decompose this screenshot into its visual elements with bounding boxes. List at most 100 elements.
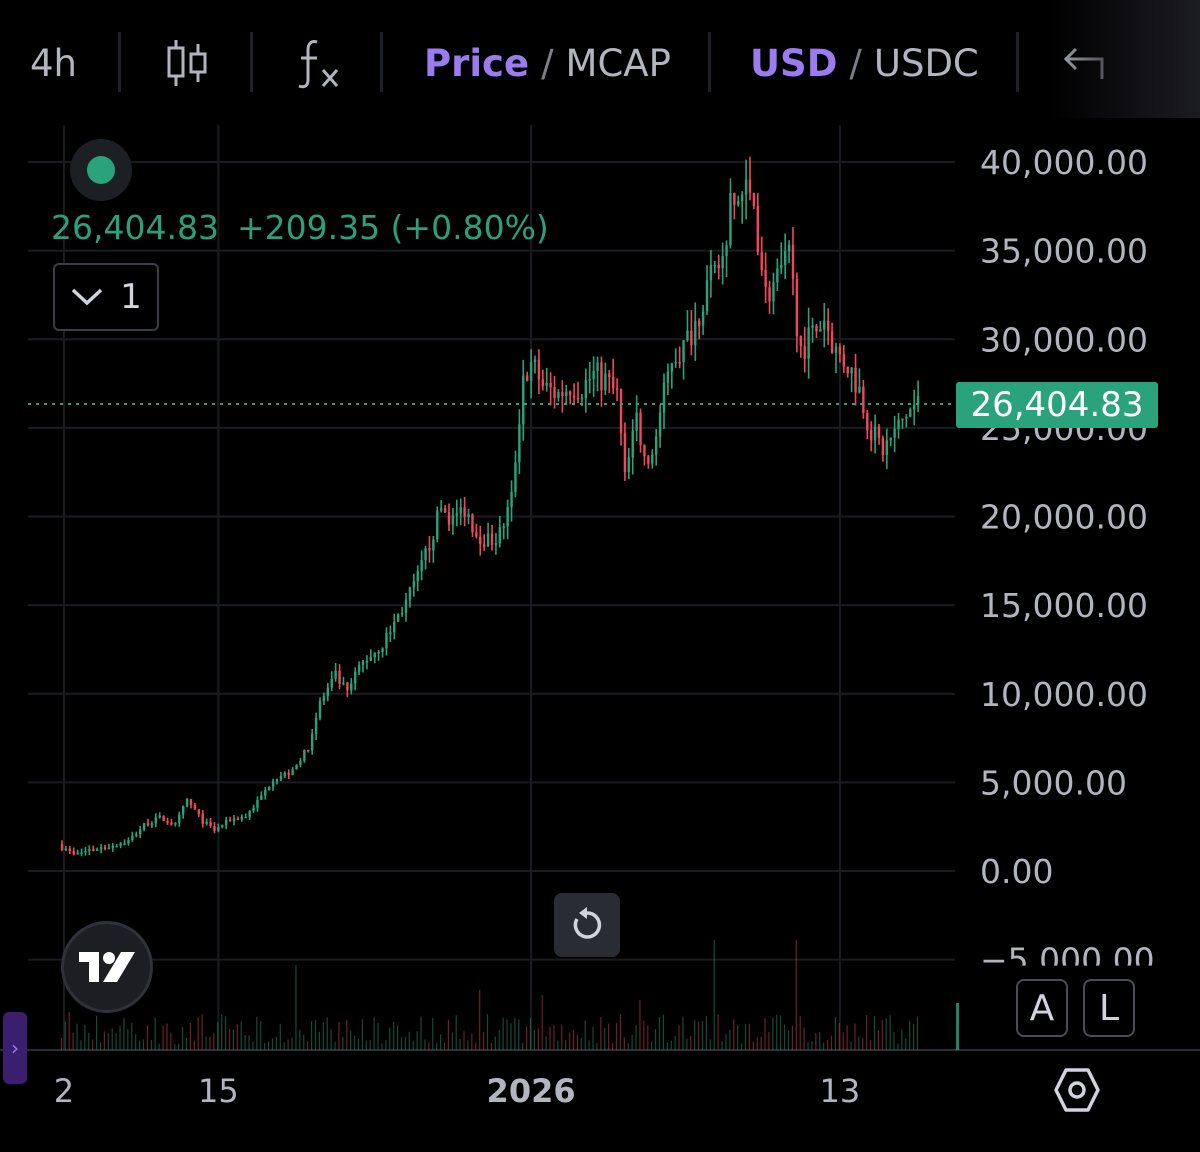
volume-bar (901, 1029, 903, 1050)
candle-body (815, 325, 818, 332)
legend-collapse-button[interactable]: 1 (53, 263, 159, 331)
chevron-down-icon (71, 288, 103, 306)
auto-scale-button[interactable]: A (1016, 979, 1068, 1037)
candle-body (737, 201, 740, 205)
candle-body (826, 320, 830, 332)
y-tick-label: 35,000.00 (980, 232, 1148, 271)
candle-body (72, 851, 75, 855)
volume-bar (232, 1029, 234, 1050)
candle-body (342, 682, 345, 685)
tradingview-logo[interactable] (61, 921, 153, 1013)
volume-bar (303, 1034, 305, 1050)
candle-body (823, 320, 826, 330)
volume-bar (956, 1003, 959, 1050)
volume-bar (264, 1042, 266, 1050)
volume-bar (365, 1040, 367, 1050)
volume-bar (103, 1031, 105, 1050)
volume-bar (80, 1040, 82, 1050)
indicators-button[interactable] (295, 38, 343, 89)
volume-bar (416, 1031, 418, 1050)
candle-body (283, 773, 287, 777)
currency-toggle[interactable]: USD / USDC (750, 38, 979, 88)
symbol-status[interactable] (70, 139, 132, 201)
candle-body (174, 822, 177, 825)
volume-bar (588, 1040, 590, 1050)
toolbar-divider (708, 32, 711, 92)
volume-bar (412, 1040, 414, 1050)
price-mcap-toggle[interactable]: Price / MCAP (424, 38, 671, 88)
volume-bar (826, 1039, 829, 1050)
y-tick-label: 0.00 (980, 852, 1053, 891)
volume-bar (428, 1042, 430, 1050)
candle-body (60, 844, 64, 850)
candle-body (479, 536, 482, 545)
candle-body (396, 614, 400, 622)
volume-bar (408, 1031, 410, 1050)
interval-button[interactable]: 4h (30, 38, 77, 88)
volume-bar (205, 1036, 207, 1050)
candle-body (627, 457, 631, 472)
price-option[interactable]: Price (424, 41, 530, 85)
chart-type-button[interactable] (165, 38, 209, 88)
volume-bar (580, 1038, 582, 1050)
volume-bar (525, 1026, 528, 1050)
side-panel-toggle[interactable]: › (3, 1012, 27, 1084)
volume-bar (283, 1042, 285, 1050)
x-tick-label: 2 (54, 1072, 74, 1110)
volume-bar (682, 1016, 684, 1050)
volume-bar (506, 1019, 508, 1050)
volume-bar (862, 1037, 864, 1050)
volume-bar (561, 1024, 563, 1050)
candle-body (647, 456, 650, 464)
candle-body (510, 491, 513, 507)
volume-bar (361, 1019, 363, 1050)
candle-body (436, 510, 439, 540)
candle-body (416, 571, 419, 582)
volume-bar (436, 1043, 438, 1050)
volume-bar (748, 1023, 750, 1050)
volume-bar (799, 1016, 801, 1050)
candle-body (776, 268, 779, 283)
candle-body (420, 560, 423, 572)
candle-body (357, 664, 361, 672)
candle-body (862, 386, 865, 413)
reset-chart-button[interactable] (554, 893, 620, 957)
mcap-option[interactable]: MCAP (565, 41, 671, 85)
candle-body (783, 251, 787, 266)
usd-option[interactable]: USD (750, 41, 838, 85)
candle-body (916, 396, 920, 405)
chart-settings-button[interactable] (1054, 1066, 1100, 1114)
candle-body (909, 409, 912, 417)
candle-body (236, 818, 240, 820)
volume-bar (756, 1037, 758, 1050)
candle-body (244, 816, 247, 819)
x-axis: 2 15 2026 13 (54, 1072, 860, 1110)
volume-bar (709, 1039, 711, 1050)
candle-body (799, 336, 803, 347)
candle-body (338, 670, 341, 684)
usdc-option[interactable]: USDC (873, 41, 979, 85)
volume-bar (404, 1036, 406, 1050)
candle-body (561, 392, 564, 397)
candle-body (850, 367, 853, 374)
volume-bar (400, 1037, 403, 1050)
candle-body (197, 809, 201, 814)
chart-toolbar: 4h Price / MCAP USD / USDC (0, 0, 1200, 125)
volume-bar (611, 1043, 614, 1050)
volume-bar (88, 1032, 90, 1050)
volume-bar (166, 1023, 168, 1050)
candle-body (764, 269, 767, 288)
candle-body (678, 361, 681, 364)
candle-body (334, 670, 337, 679)
volume-bar (471, 1033, 473, 1050)
candle-body (740, 194, 744, 202)
volume-bar (615, 1023, 618, 1050)
volume-bar (678, 1025, 680, 1050)
candle-body (780, 265, 783, 269)
candle-body (408, 587, 412, 600)
candle-body (443, 508, 447, 513)
volume-bar (510, 1023, 512, 1050)
log-scale-button[interactable]: L (1083, 979, 1135, 1037)
candle-body (905, 416, 908, 419)
